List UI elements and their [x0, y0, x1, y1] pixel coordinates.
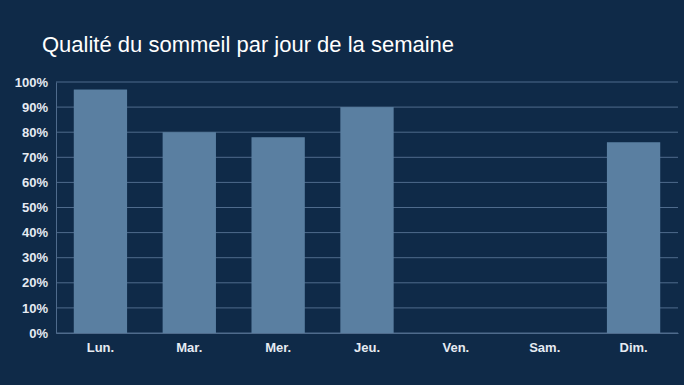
x-tick-label: Lun. — [87, 340, 114, 355]
y-tick-label: 0% — [29, 326, 48, 341]
y-tick-label: 20% — [22, 275, 48, 290]
x-tick-label: Dim. — [619, 340, 647, 355]
y-tick-label: 50% — [22, 200, 48, 215]
y-tick: 100% — [15, 75, 56, 90]
y-tick: 70% — [22, 150, 56, 165]
y-tick: 30% — [22, 250, 56, 265]
y-tick: 0% — [29, 326, 56, 341]
x-tick: Ven. — [442, 333, 469, 355]
bars — [74, 90, 660, 333]
bar — [74, 90, 127, 333]
y-tick-label: 70% — [22, 150, 48, 165]
y-axis-line — [56, 83, 57, 334]
bar — [163, 132, 216, 333]
bar — [251, 137, 304, 333]
bar — [607, 142, 660, 333]
y-tick-label: 60% — [22, 175, 48, 190]
bar — [340, 107, 393, 333]
x-tick: Lun. — [87, 333, 114, 355]
y-tick-label: 90% — [22, 100, 48, 115]
x-tick: Dim. — [619, 333, 647, 355]
y-tick-label: 10% — [22, 301, 48, 316]
x-tick-label: Ven. — [442, 340, 469, 355]
x-tick: Jeu. — [354, 333, 380, 355]
y-tick: 10% — [22, 301, 56, 316]
x-tick: Mer. — [265, 333, 291, 355]
grid-line — [56, 82, 678, 83]
y-tick: 80% — [22, 125, 56, 140]
y-tick: 20% — [22, 275, 56, 290]
y-tick: 60% — [22, 175, 56, 190]
x-tick-label: Sam. — [529, 340, 560, 355]
x-tick-label: Mar. — [176, 340, 202, 355]
y-tick-label: 30% — [22, 250, 48, 265]
chart: Qualité du sommeil par jour de la semain… — [0, 0, 684, 385]
grid — [56, 82, 678, 333]
x-tick-label: Mer. — [265, 340, 291, 355]
y-tick: 40% — [22, 225, 56, 240]
y-tick-label: 40% — [22, 225, 48, 240]
plot: 0% 10% 20% 30% 40% 50% 60% 70% 80% 90% 100% Lun. Mar… — [15, 75, 679, 356]
x-tick-label: Jeu. — [354, 340, 380, 355]
x-axis: Lun. Mar. Mer. Jeu. Ven. Sam. Dim. — [57, 333, 679, 355]
x-tick: Mar. — [176, 333, 202, 355]
y-tick-label: 80% — [22, 125, 48, 140]
y-tick: 90% — [22, 100, 56, 115]
y-tick-label: 100% — [15, 75, 49, 90]
x-tick: Sam. — [529, 333, 560, 355]
title: Qualité du sommeil par jour de la semain… — [42, 32, 454, 57]
x-axis-line — [57, 333, 679, 334]
y-tick: 50% — [22, 200, 56, 215]
background — [0, 0, 684, 385]
y-axis: 0% 10% 20% 30% 40% 50% 60% 70% 80% 90% 100% — [15, 75, 57, 341]
